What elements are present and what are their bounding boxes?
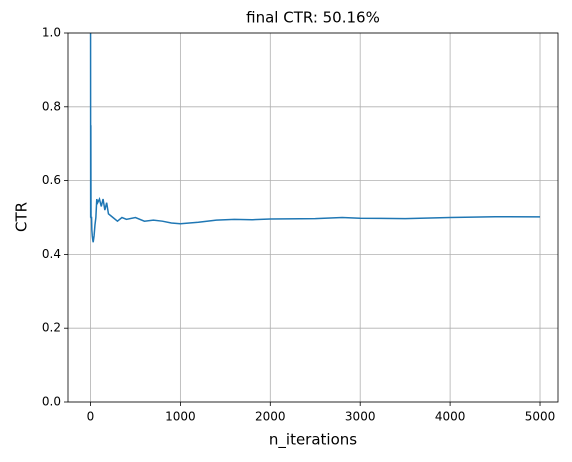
- y-tick-label: 0.8: [42, 99, 61, 113]
- y-tick-label: 0.0: [42, 395, 61, 409]
- plot-frame: [67, 32, 559, 403]
- x-tick-label: 0: [87, 410, 95, 424]
- data-line: [89, 33, 541, 243]
- x-axis-label: n_iterations: [269, 431, 357, 450]
- x-tick-label: 4000: [435, 410, 466, 424]
- y-tick-label: 0.2: [42, 321, 61, 335]
- y-tick-label: 1.0: [42, 26, 61, 40]
- y-tick-label: 0.6: [42, 173, 61, 187]
- x-tick-label: 1000: [165, 410, 196, 424]
- x-tick-label: 2000: [255, 410, 286, 424]
- chart-title: final CTR: 50.16%: [246, 9, 380, 27]
- x-tick-label: 3000: [345, 410, 376, 424]
- y-tick-label: 0.4: [42, 247, 61, 261]
- x-tick-label: 5000: [525, 410, 556, 424]
- y-axis-label: CTR: [13, 202, 31, 232]
